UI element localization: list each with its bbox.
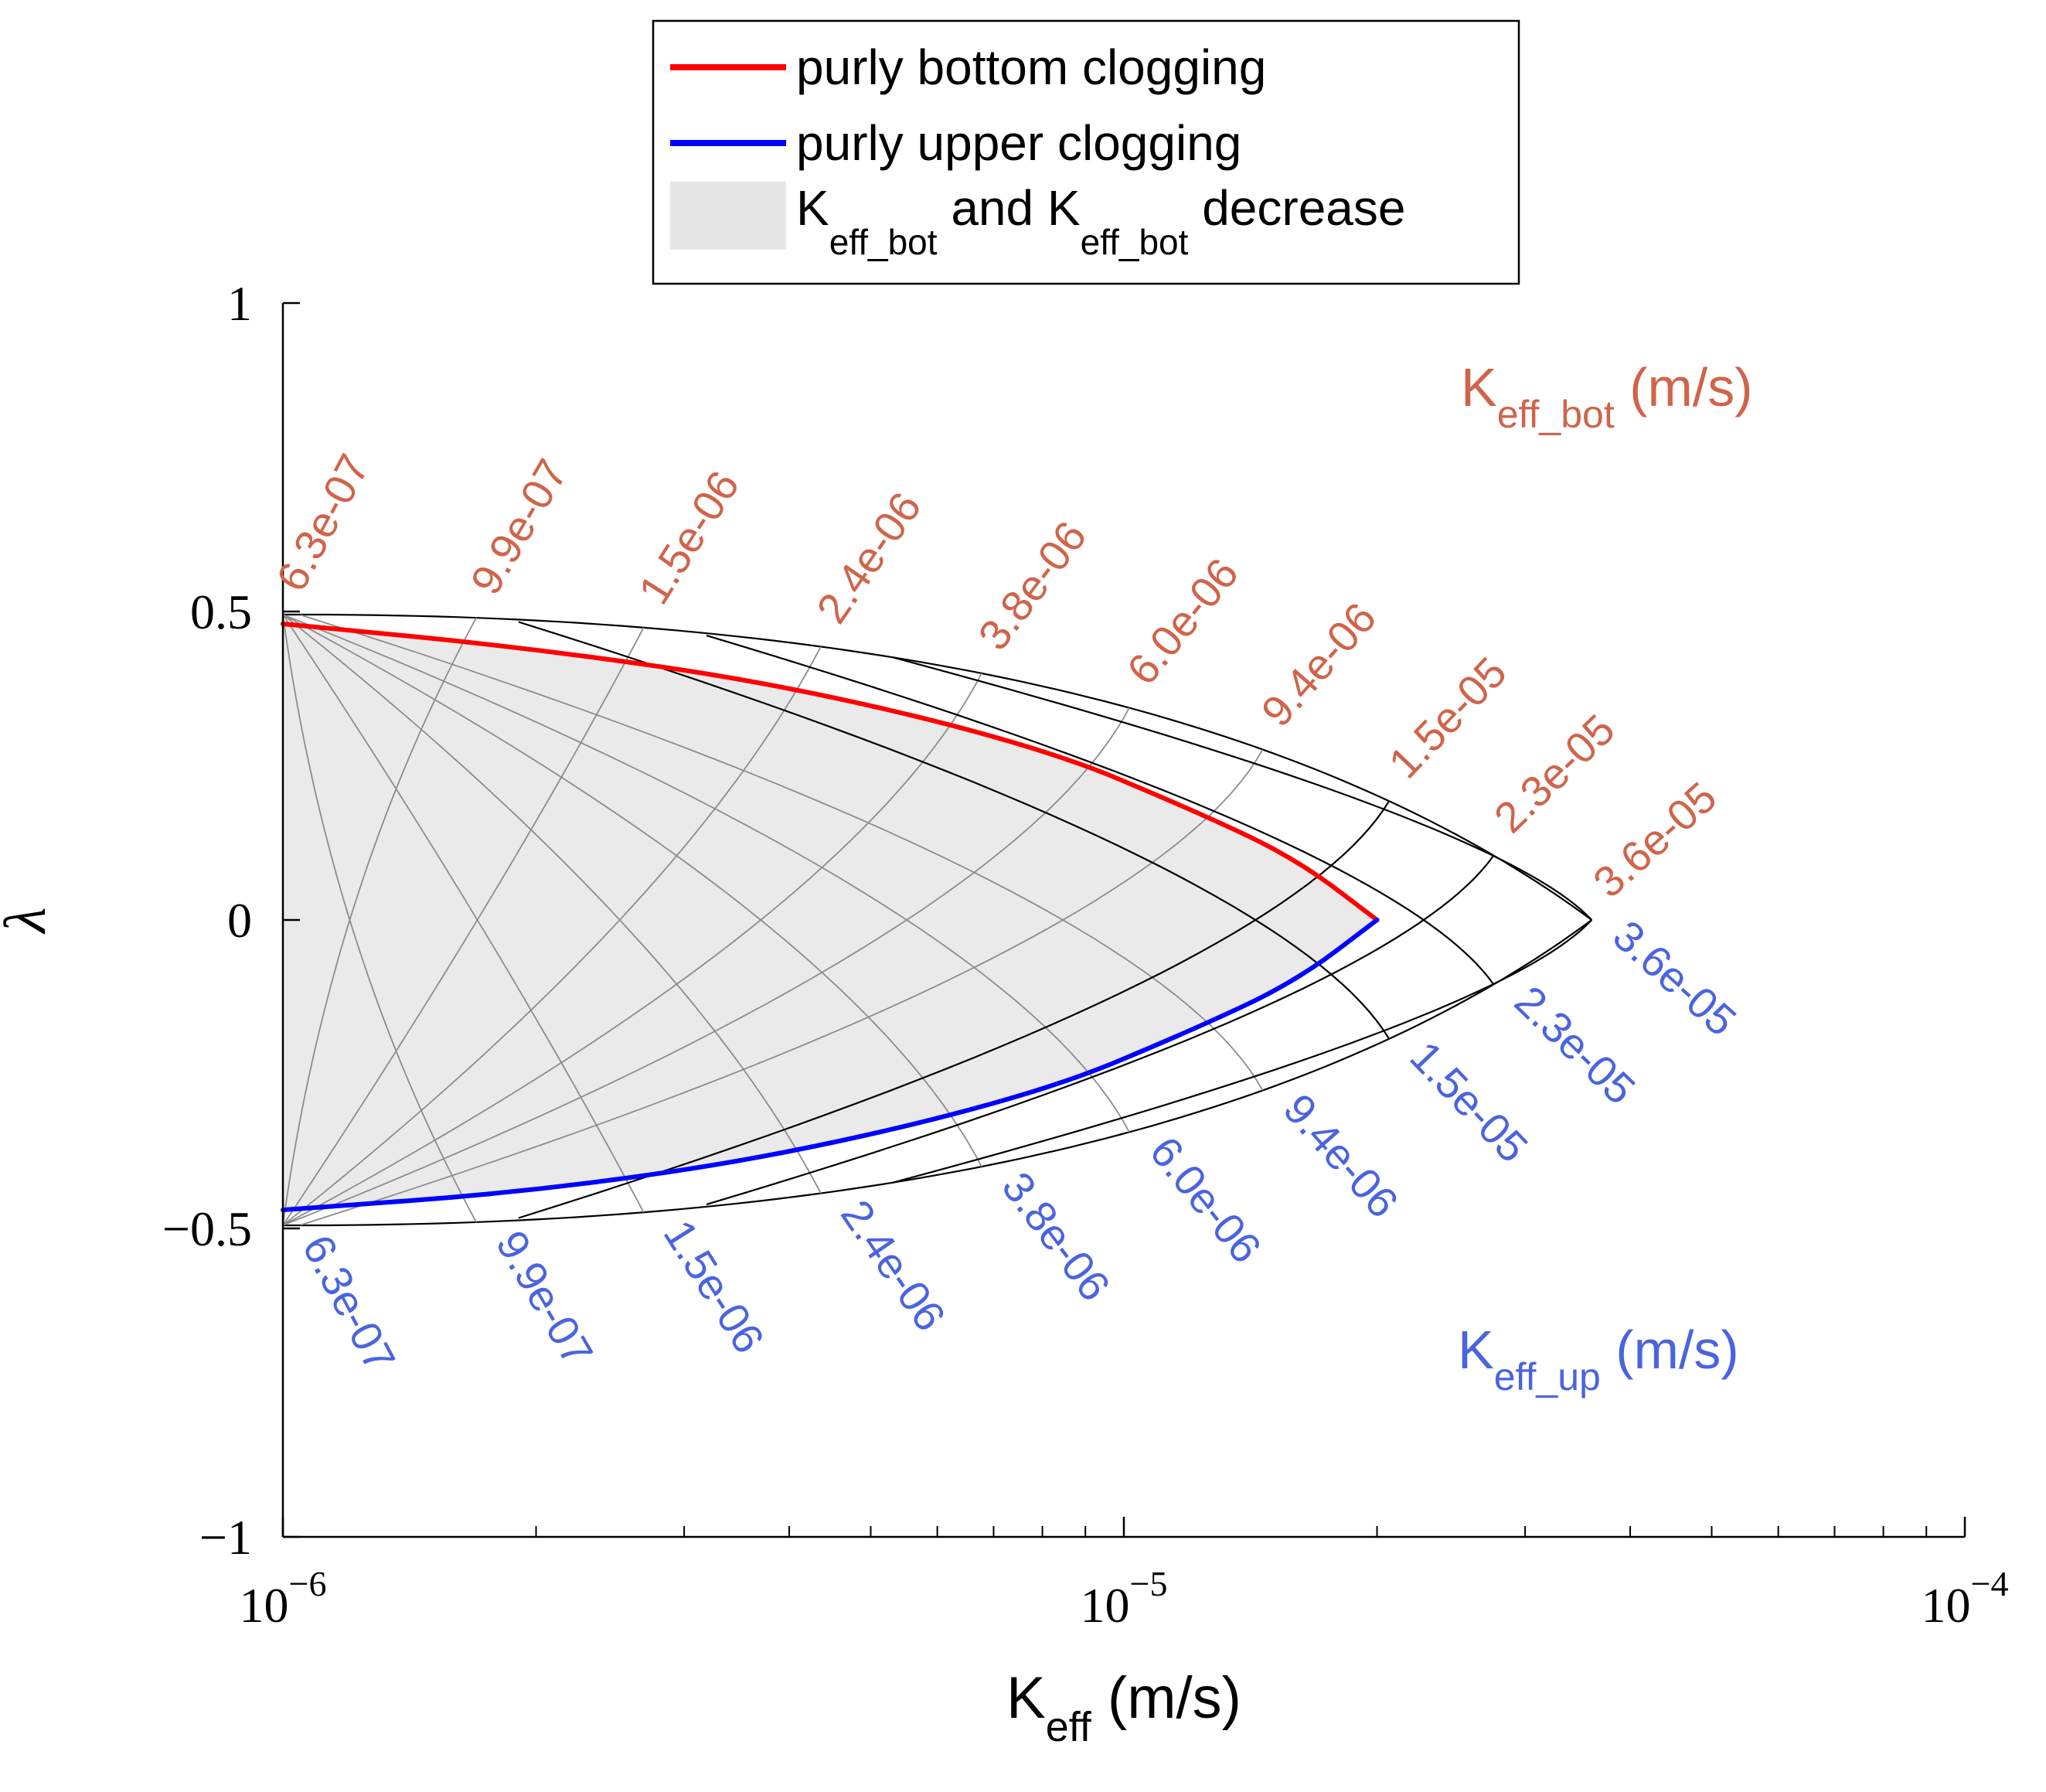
y-tick-label: 0 [227, 893, 252, 948]
up-value-label: 3.8e-06 [992, 1163, 1119, 1310]
net-curve-up [283, 614, 822, 1194]
net-curve-bot [283, 646, 822, 1226]
legend-entry-sub: eff_bot [1081, 222, 1189, 262]
up-value-label: 9.9e-07 [487, 1222, 603, 1374]
net-curve-bot [518, 800, 1391, 1219]
x-tick-exponent: −4 [1971, 1564, 2009, 1603]
x-tick-base: 10 [1922, 1578, 1971, 1633]
x-tick-label: 10−4 [1922, 1564, 2009, 1633]
x-tick-exponent: −5 [1130, 1564, 1168, 1603]
y-axis-title: λ [0, 908, 58, 935]
bot-value-label: 3.6e-05 [1584, 772, 1725, 907]
shaded-region [283, 623, 1377, 1211]
up-value-label: 1.5e-06 [655, 1211, 774, 1361]
up-value-label: 9.4e-06 [1275, 1085, 1408, 1227]
net-curve-bot [283, 707, 1130, 1226]
bot-value-label: 3.8e-06 [969, 512, 1095, 659]
bot-value-label: 1.5e-06 [629, 462, 749, 612]
net-curve-up [283, 614, 1130, 1133]
y-tick-label: 1 [227, 276, 252, 331]
x-tick-label: 10−6 [240, 1564, 327, 1633]
legend-entry-label: purly upper clogging [796, 115, 1241, 171]
bot-family-title-unit: (m/s) [1615, 357, 1753, 417]
net-boundary-lower [283, 919, 1592, 1227]
shaded-region-layer [283, 623, 1377, 1211]
bot-value-label: 9.4e-06 [1251, 593, 1385, 735]
net-curve-up [283, 614, 477, 1223]
net-curve-up [706, 635, 1495, 986]
x-tick-base: 10 [240, 1578, 289, 1633]
x-axis-title: Keff (m/s) [1006, 1665, 1241, 1750]
y-tick-label: 0.5 [190, 584, 252, 639]
net-curve-bot [892, 919, 1593, 1184]
bot-value-label: 2.3e-05 [1485, 705, 1624, 843]
net-curve-up [283, 614, 645, 1213]
bot-value-label: 9.9e-07 [461, 451, 577, 602]
up-value-label: 6.3e-07 [293, 1227, 405, 1379]
up-family-title-unit: (m/s) [1601, 1320, 1739, 1380]
net-boundary-upper [283, 613, 1592, 921]
legend-swatch-patch [670, 182, 786, 250]
bot-value-label: 2.4e-06 [807, 483, 931, 632]
grid-layer [283, 613, 1593, 1227]
bot-family-title-main: K [1461, 357, 1497, 417]
legend: purly bottom clogging purly upper cloggin… [652, 19, 1520, 285]
x-axis-title-unit: (m/s) [1091, 1665, 1241, 1731]
series-layer [281, 621, 1380, 1213]
net-lines [283, 613, 1593, 1227]
net-curve-bot [283, 627, 645, 1226]
bot-value-label: 6.0e-06 [1117, 549, 1248, 693]
net-curve-up [300, 614, 1264, 1091]
up-value-label: 6.0e-06 [1141, 1127, 1272, 1272]
y-tick-label: −0.5 [162, 1201, 252, 1256]
up-family-title: Keff_up (m/s) [1458, 1320, 1739, 1399]
legend-entry-label: purly bottom clogging [796, 39, 1266, 95]
net-curve-bot [300, 749, 1264, 1226]
net-curve-bot [283, 673, 982, 1226]
up-value-label: 1.5e-05 [1401, 1032, 1537, 1172]
x-axis-title-sub: eff [1046, 1704, 1092, 1750]
bot-family-title: Keff_bot (m/s) [1461, 357, 1753, 436]
bot-family-title-sub: eff_bot [1497, 393, 1615, 436]
series-bottom-clogging [281, 621, 1380, 922]
legend-box [652, 19, 1520, 285]
up-value-label: 3.6e-05 [1604, 911, 1745, 1045]
x-tick-label: 10−5 [1081, 1564, 1168, 1633]
legend-entry-part: decrease [1188, 180, 1405, 236]
legend-entry-part: and K [938, 180, 1081, 236]
up-value-label: 2.3e-05 [1506, 976, 1645, 1114]
series-upper-clogging [281, 918, 1380, 1213]
net-curve-bot [283, 617, 477, 1226]
net-curve-up [892, 656, 1593, 921]
net-curve-up [283, 614, 982, 1167]
legend-entry-sub: eff_bot [829, 222, 938, 262]
y-tick-label: −1 [199, 1510, 252, 1565]
up-family-title-sub: eff_up [1494, 1355, 1601, 1399]
up-family-title-main: K [1458, 1320, 1494, 1380]
x-axis-title-main: K [1006, 1665, 1046, 1731]
bot-value-label: 1.5e-05 [1379, 648, 1516, 788]
x-tick-base: 10 [1081, 1578, 1130, 1633]
x-tick-exponent: −6 [289, 1564, 327, 1603]
net-curve-up [518, 621, 1391, 1040]
legend-entry-part: K [796, 180, 829, 236]
legend-entry-label: Keff_bot and Keff_bot decrease [796, 180, 1405, 262]
up-value-label: 2.4e-06 [832, 1191, 955, 1340]
net-curve-bot [706, 854, 1495, 1205]
